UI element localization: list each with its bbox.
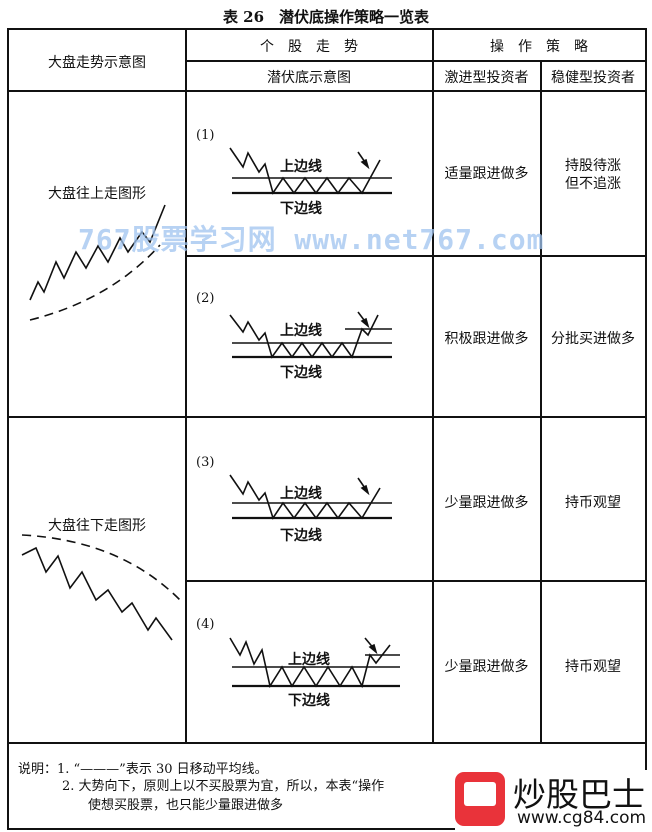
header-divider [185, 60, 647, 62]
diagram-3 [229, 474, 392, 520]
row-1-conservative-1: 持股待涨 [565, 158, 621, 174]
row-divider [185, 255, 647, 257]
row-1-lower-label: 下边线 [280, 201, 322, 217]
header-conservative: 稳健型投资者 [551, 70, 635, 86]
diagram-1 [229, 147, 392, 195]
row-2-conservative: 分批买进做多 [551, 331, 635, 347]
row-divider [7, 416, 647, 418]
row-3-upper-label: 上边线 [280, 486, 322, 502]
row-3-number: (3) [196, 455, 215, 470]
market-down-chart [21, 534, 181, 641]
table-title: 表 26 潜伏底操作策略一览表 [222, 8, 430, 26]
table-border-bottom [7, 828, 647, 830]
row-4-lower-label: 下边线 [288, 693, 330, 709]
row-divider [7, 742, 647, 744]
note-1: 说明：1. “———”表示 30 日移动平均线。 [18, 762, 268, 777]
table-border-left [7, 28, 9, 830]
market-down-label: 大盘往下走图形 [48, 518, 146, 534]
row-4-conservative: 持币观望 [565, 659, 621, 675]
row-4-number: (4) [196, 617, 215, 632]
header-stock-group: 个 股 走 势 [260, 39, 358, 55]
diagram-2 [229, 311, 392, 359]
row-1-aggressive: 适量跟进做多 [444, 166, 529, 182]
header-market: 大盘走势示意图 [48, 55, 146, 71]
logo-url: www.cg84.com [517, 808, 647, 828]
market-up-chart [29, 204, 166, 321]
row-1-number: (1) [196, 128, 215, 143]
row-1-conservative-2: 但不追涨 [565, 176, 621, 192]
header-aggressive: 激进型投资者 [444, 70, 529, 86]
logo-name: 炒股巴士 [513, 775, 645, 814]
header-strategy-group: 操 作 策 略 [490, 39, 588, 55]
table-border-top [7, 28, 647, 30]
watermark: 767股票学习网 www.net767.com [78, 223, 545, 256]
row-divider [185, 580, 647, 582]
row-3-aggressive: 少量跟进做多 [444, 495, 529, 511]
note-2: 2. 大势向下，原则上以不买股票为宜，所以，本表“操作 [62, 779, 385, 794]
header-stock-sub: 潜伏底示意图 [267, 70, 351, 86]
row-2-lower-label: 下边线 [280, 365, 322, 381]
site-logo: 炒股巴士 www.cg84.com [455, 770, 650, 830]
row-3-conservative: 持币观望 [565, 495, 621, 511]
col-divider [432, 28, 434, 742]
row-1-upper-label: 上边线 [280, 159, 322, 175]
row-4-upper-label: 上边线 [288, 652, 330, 668]
col-divider [185, 28, 187, 742]
note-3: 使想买股票，也只能少量跟进做多 [88, 798, 284, 813]
diagram-4 [229, 637, 400, 689]
table-border-right [645, 28, 647, 830]
row-4-aggressive: 少量跟进做多 [444, 659, 529, 675]
row-2-number: (2) [196, 291, 215, 306]
row-2-upper-label: 上边线 [280, 323, 322, 339]
col-divider [540, 60, 542, 742]
header-bottom [7, 90, 647, 92]
row-3-lower-label: 下边线 [280, 528, 322, 544]
row-2-aggressive: 积极跟进做多 [444, 331, 529, 347]
bus-icon [455, 772, 505, 826]
market-up-label: 大盘往上走图形 [48, 186, 146, 202]
